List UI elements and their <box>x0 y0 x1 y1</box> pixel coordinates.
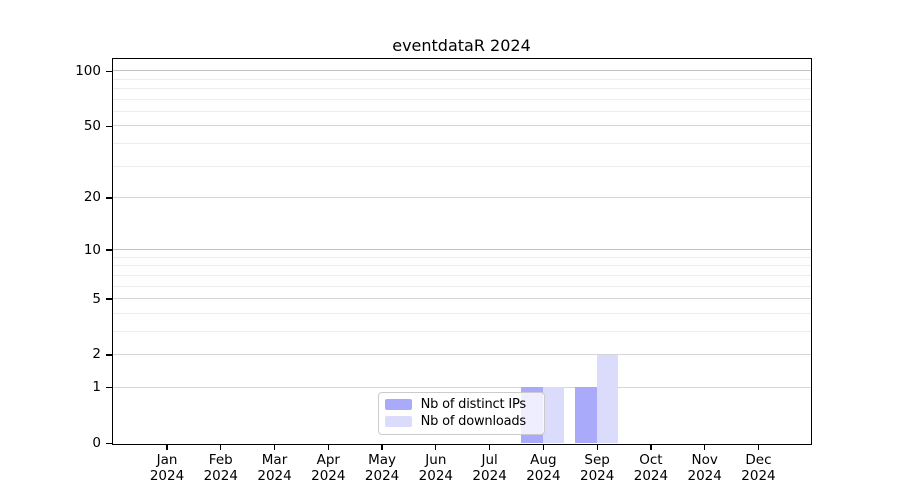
x-tick-apr <box>327 445 329 451</box>
x-tick-dec <box>757 445 760 451</box>
gridline-minor-y-7 <box>112 274 812 276</box>
y-tick-0 <box>106 442 113 445</box>
y-tick-20 <box>106 197 113 199</box>
y-tick-10 <box>106 249 113 251</box>
gridline-minor-y-40 <box>112 143 812 145</box>
gridline-minor-y-6 <box>112 285 812 287</box>
bar-downloads-sep <box>596 354 619 444</box>
x-tick-label-oct: Oct 2024 <box>633 451 669 485</box>
gridlines-layer <box>112 59 812 444</box>
x-tick-may <box>381 445 383 451</box>
legend-label-distinct-ips: Nb of distinct IPs <box>420 397 527 413</box>
gridline-y-2 <box>112 354 812 356</box>
gridline-minor-y-80 <box>112 88 812 90</box>
x-tick-oct <box>650 445 652 451</box>
legend: Nb of distinct IPs Nb of downloads <box>377 391 545 435</box>
gridline-minor-y-8 <box>112 265 812 267</box>
gridline-minor-y-4 <box>112 312 812 314</box>
bar-downloads-aug <box>542 387 565 444</box>
plot-area: Nb of distinct IPs Nb of downloads <box>111 58 813 445</box>
x-tick-label-feb: Feb 2024 <box>203 451 238 485</box>
x-tick-nov <box>704 445 706 451</box>
x-tick-mar <box>273 445 276 451</box>
legend-swatch-distinct-ips <box>384 399 412 411</box>
y-tick-label-20: 20 <box>83 189 101 206</box>
x-tick-label-jan: Jan 2024 <box>149 451 185 485</box>
gridline-y-1 <box>112 386 812 388</box>
legend-label-downloads: Nb of downloads <box>420 413 527 429</box>
y-tick-label-100: 100 <box>75 62 101 79</box>
gridline-minor-y-3 <box>112 330 812 332</box>
y-tick-5 <box>106 298 113 300</box>
x-tick-jan <box>166 445 168 451</box>
x-tick-aug <box>542 445 545 451</box>
x-tick-label-jul: Jul 2024 <box>472 451 507 485</box>
x-tick-label-sep: Sep 2024 <box>579 451 615 485</box>
legend-item-distinct-ips: Nb of distinct IPs <box>384 397 538 414</box>
x-tick-label-apr: Apr 2024 <box>311 451 346 485</box>
y-tick-50 <box>106 125 113 127</box>
y-tick-label-2: 2 <box>92 346 101 363</box>
y-tick-label-50: 50 <box>83 117 101 134</box>
legend-swatch-downloads <box>384 415 412 427</box>
x-tick-label-dec: Dec 2024 <box>741 451 776 485</box>
x-tick-label-jun: Jun 2024 <box>418 451 454 485</box>
x-tick-label-may: May 2024 <box>364 451 400 485</box>
gridline-minor-y-60 <box>112 110 812 112</box>
y-tick-label-5: 5 <box>92 290 101 307</box>
gridline-y-20 <box>112 197 812 199</box>
x-tick-sep <box>596 445 598 451</box>
gridline-minor-y-70 <box>112 98 812 100</box>
bar-distinct-ips-sep <box>575 387 597 444</box>
x-tick-feb <box>220 445 222 451</box>
gridline-minor-y-30 <box>112 165 812 167</box>
gridline-y-5 <box>112 298 812 300</box>
gridline-y-50 <box>112 125 812 127</box>
y-tick-label-0: 0 <box>92 435 101 452</box>
gridline-y-10 <box>112 249 812 251</box>
legend-item-downloads: Nb of downloads <box>384 413 538 430</box>
chart-title: eventdataR 2024 <box>392 36 531 55</box>
x-tick-label-aug: Aug 2024 <box>526 451 561 485</box>
gridline-minor-y-90 <box>112 78 812 80</box>
y-tick-label-1: 1 <box>92 379 101 396</box>
x-tick-jul <box>488 445 491 451</box>
gridline-y-100 <box>112 70 812 72</box>
y-tick-2 <box>106 354 113 356</box>
x-tick-label-nov: Nov 2024 <box>687 451 722 485</box>
gridline-minor-y-9 <box>112 256 812 258</box>
y-tick-1 <box>106 387 113 389</box>
y-tick-label-10: 10 <box>83 241 101 258</box>
y-tick-100 <box>106 70 113 72</box>
x-tick-jun <box>435 445 437 451</box>
x-tick-label-mar: Mar 2024 <box>257 451 292 485</box>
